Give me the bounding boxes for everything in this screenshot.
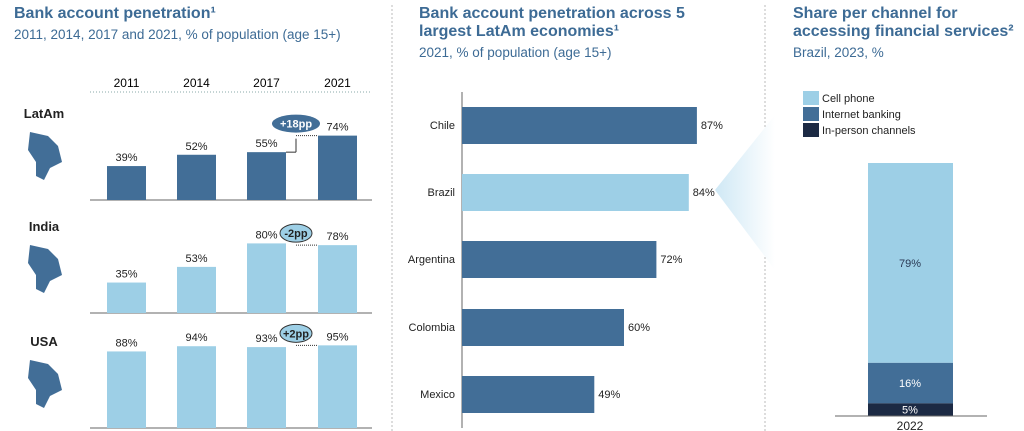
legend-label: In-person channels	[822, 125, 916, 137]
bar-label: 84%	[693, 187, 715, 199]
region-label: India	[29, 219, 60, 234]
category-label: Brazil	[427, 187, 455, 199]
bar	[462, 309, 624, 346]
bar-label: 53%	[185, 253, 207, 265]
left-subtitle: 2011, 2014, 2017 and 2021, % of populati…	[14, 27, 341, 42]
bar-label: 78%	[326, 231, 348, 243]
bar-label: 74%	[326, 122, 348, 134]
bar	[462, 174, 689, 211]
bar-label: 87%	[701, 120, 723, 132]
year-label: 2011	[114, 76, 140, 90]
right-title: Share per channel for accessing financia…	[793, 5, 1014, 40]
year-label: 2017	[253, 76, 280, 90]
change-badge	[279, 323, 313, 343]
bar-label: 93%	[255, 333, 277, 345]
bar-label: 60%	[628, 322, 650, 334]
bar-label: 49%	[598, 389, 620, 401]
segment-label: 16%	[899, 378, 921, 390]
segment-label: 5%	[902, 405, 918, 417]
stack-segment	[868, 403, 953, 416]
change-label: -2pp	[284, 228, 308, 240]
bar	[318, 135, 357, 200]
year-label: 2014	[183, 76, 210, 90]
bar-label: 88%	[115, 337, 137, 349]
bar-label: 95%	[326, 331, 348, 343]
right-subtitle: Brazil, 2023, %	[793, 45, 884, 60]
category-label: Colombia	[409, 322, 456, 334]
legend-swatch	[803, 123, 819, 137]
bar	[247, 243, 286, 313]
category-label: Argentina	[408, 254, 456, 266]
region-label: USA	[30, 334, 58, 349]
middle-title: Bank account penetration across 5 larges…	[419, 5, 685, 40]
usa-map-icon	[28, 360, 62, 408]
india-map-icon	[28, 245, 62, 293]
bar-label: 80%	[255, 229, 277, 241]
stack-segment	[868, 362, 953, 404]
bar	[177, 266, 216, 313]
bar	[247, 347, 286, 428]
bar	[107, 166, 146, 200]
bar	[462, 241, 657, 278]
legend-label: Cell phone	[822, 93, 875, 105]
category-label: Mexico	[420, 389, 455, 401]
x-label: 2022	[897, 419, 924, 431]
bar-label: 72%	[660, 254, 682, 266]
left-title: Bank account penetration¹	[14, 5, 216, 22]
bar-label: 52%	[185, 141, 207, 153]
bar-label: 35%	[115, 269, 137, 281]
highlight-wedge	[715, 115, 775, 270]
legend-swatch	[803, 91, 819, 105]
bar	[177, 154, 216, 200]
year-label: 2021	[324, 76, 351, 90]
change-badge	[279, 223, 313, 243]
category-label: Chile	[430, 120, 455, 132]
bar	[107, 351, 146, 428]
region-label: LatAm	[24, 106, 64, 121]
change-label: +18pp	[280, 119, 312, 131]
change-badge	[272, 114, 320, 133]
bar-label: 55%	[255, 138, 277, 150]
stack-segment	[868, 163, 953, 363]
bar	[247, 152, 286, 200]
bar	[107, 282, 146, 313]
bar	[462, 107, 697, 144]
bar	[318, 245, 357, 313]
latam-map-icon	[28, 132, 62, 180]
legend-swatch	[803, 107, 819, 121]
bar	[177, 346, 216, 428]
bar	[462, 376, 595, 413]
middle-subtitle: 2021, % of population (age 15+)	[419, 45, 612, 60]
segment-label: 79%	[899, 258, 921, 270]
change-label: +2pp	[283, 328, 309, 340]
bar-label: 39%	[115, 152, 137, 164]
bar	[318, 345, 357, 428]
legend-label: Internet banking	[822, 109, 901, 121]
bar-label: 94%	[185, 332, 207, 344]
